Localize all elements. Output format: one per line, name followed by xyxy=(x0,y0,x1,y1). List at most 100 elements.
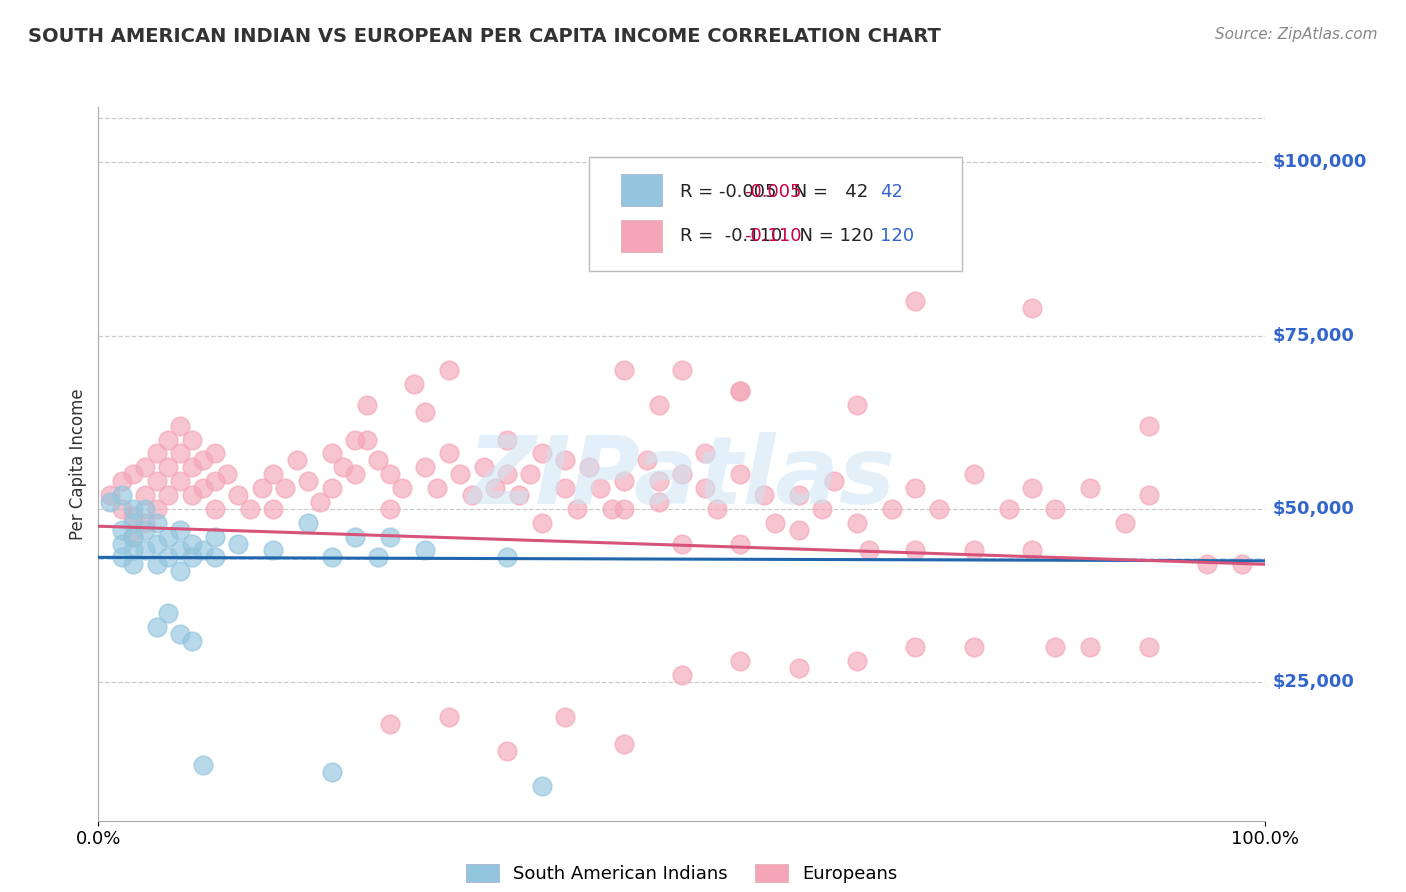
Point xyxy=(1021,301,1043,315)
Text: $75,000: $75,000 xyxy=(1272,326,1354,344)
Point xyxy=(344,433,367,447)
FancyBboxPatch shape xyxy=(589,157,962,271)
Point xyxy=(180,488,202,502)
Point xyxy=(461,488,484,502)
Point xyxy=(204,550,226,565)
Point xyxy=(332,460,354,475)
Text: $100,000: $100,000 xyxy=(1272,153,1367,171)
FancyBboxPatch shape xyxy=(621,220,662,252)
Point xyxy=(508,488,530,502)
Point xyxy=(763,516,786,530)
Point xyxy=(530,446,553,460)
Point xyxy=(157,433,180,447)
Point xyxy=(157,550,180,565)
Point xyxy=(111,488,134,502)
Point xyxy=(845,654,868,668)
Point xyxy=(122,530,145,544)
Point xyxy=(250,481,273,495)
Point xyxy=(169,626,191,640)
Legend: South American Indians, Europeans: South American Indians, Europeans xyxy=(460,856,904,890)
Point xyxy=(204,501,226,516)
Point xyxy=(823,474,845,488)
Point xyxy=(285,453,308,467)
Point xyxy=(647,474,669,488)
Point xyxy=(344,530,367,544)
Point xyxy=(495,550,517,565)
Text: $50,000: $50,000 xyxy=(1272,500,1354,518)
Point xyxy=(193,481,215,495)
Point xyxy=(146,620,169,634)
Point xyxy=(904,481,927,495)
Point xyxy=(180,433,202,447)
Point xyxy=(1137,488,1160,502)
Point xyxy=(612,363,634,377)
Point xyxy=(730,467,752,482)
Point xyxy=(193,758,215,772)
Point xyxy=(730,536,752,550)
Point xyxy=(204,530,226,544)
Point xyxy=(297,474,319,488)
Point xyxy=(413,460,436,475)
Point xyxy=(274,481,297,495)
Point xyxy=(157,606,180,620)
Point xyxy=(671,467,693,482)
Point xyxy=(169,418,191,433)
Point xyxy=(262,501,284,516)
Point xyxy=(1230,558,1253,572)
Point xyxy=(1080,640,1102,655)
Point xyxy=(1114,516,1136,530)
Point xyxy=(180,550,202,565)
Point xyxy=(730,654,752,668)
Point xyxy=(787,523,810,537)
Point xyxy=(146,516,169,530)
Point xyxy=(134,543,156,558)
Point xyxy=(169,523,191,537)
Text: 120: 120 xyxy=(880,227,914,245)
Point xyxy=(997,501,1019,516)
Point xyxy=(495,467,517,482)
Point xyxy=(845,398,868,412)
Point xyxy=(193,453,215,467)
Point xyxy=(204,446,226,460)
Y-axis label: Per Capita Income: Per Capita Income xyxy=(69,388,87,540)
Point xyxy=(134,501,156,516)
Point xyxy=(98,495,121,509)
Text: R =  -0.110   N = 120: R = -0.110 N = 120 xyxy=(679,227,873,245)
Point xyxy=(122,516,145,530)
Point xyxy=(647,398,669,412)
Point xyxy=(928,501,950,516)
Point xyxy=(356,433,378,447)
FancyBboxPatch shape xyxy=(621,174,662,206)
Point xyxy=(565,501,588,516)
Point xyxy=(134,516,156,530)
Point xyxy=(180,536,202,550)
Point xyxy=(134,460,156,475)
Point xyxy=(122,508,145,523)
Text: ZIPatlas: ZIPatlas xyxy=(468,432,896,524)
Point xyxy=(180,633,202,648)
Point xyxy=(157,530,180,544)
Point xyxy=(962,640,984,655)
Point xyxy=(344,467,367,482)
Point xyxy=(157,460,180,475)
Point xyxy=(519,467,541,482)
Point xyxy=(122,543,145,558)
Point xyxy=(1021,543,1043,558)
Point xyxy=(169,564,191,578)
Point xyxy=(146,446,169,460)
Point xyxy=(730,384,752,398)
Point xyxy=(111,501,134,516)
Point xyxy=(262,543,284,558)
Point xyxy=(321,550,343,565)
Point xyxy=(122,530,145,544)
Point xyxy=(98,488,121,502)
Point xyxy=(600,501,623,516)
Point xyxy=(787,661,810,675)
Text: R = -0.005   N =   42: R = -0.005 N = 42 xyxy=(679,183,868,201)
Point xyxy=(367,453,389,467)
Point xyxy=(378,716,402,731)
Point xyxy=(962,467,984,482)
Point xyxy=(437,446,460,460)
Point xyxy=(858,543,880,558)
Point xyxy=(297,516,319,530)
